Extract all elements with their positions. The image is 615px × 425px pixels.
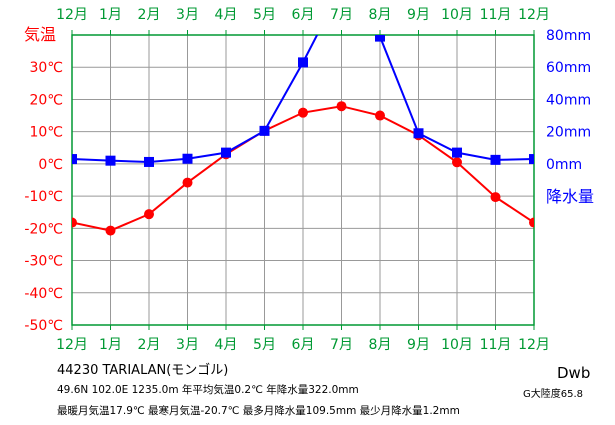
month-label-top: 12月 (518, 7, 550, 23)
continentality-index: G大陸度65.8 (523, 389, 584, 400)
month-label-bottom: 8月 (369, 337, 392, 353)
month-label-top: 3月 (176, 7, 199, 23)
temperature-point (529, 217, 534, 228)
precipitation-point (72, 154, 77, 165)
precipitation-point (375, 35, 385, 42)
precipitation-point (259, 125, 270, 136)
month-label-bottom: 11月 (480, 337, 512, 353)
grid (72, 35, 534, 325)
month-label-top: 1月 (99, 7, 122, 23)
month-label-bottom: 12月 (56, 337, 88, 353)
month-label-bottom: 1月 (99, 337, 122, 353)
temperature-point (144, 209, 154, 220)
station-id-name: 44230 TARIALAN(モンゴル) (57, 363, 229, 378)
month-labels-bottom: 12月 1月 2月 3月 4月 5月 6月 7月 8月 9月 10月 11月 12月 (56, 337, 550, 353)
month-labels-top: 12月 1月 2月 3月 4月 5月 6月 7月 8月 9月 10月 11月 12月 (56, 7, 550, 23)
temperature-point (298, 107, 308, 118)
month-label-bottom: 9月 (407, 337, 430, 353)
plot-frame (71, 30, 535, 330)
month-label-bottom: 6月 (292, 337, 315, 353)
temperature-tick-label: 20℃ (29, 92, 63, 108)
temperature-axis-title: 気温 (24, 25, 56, 44)
precipitation-tick-label: 20mm (546, 125, 591, 141)
station-coords-summary: 49.6N 102.0E 1235.0m 年平均気温0.2℃ 年降水量322.0… (57, 384, 359, 396)
month-label-bottom: 3月 (176, 337, 199, 353)
month-label-bottom: 5月 (253, 337, 276, 353)
month-label-top: 4月 (215, 7, 238, 23)
precipitation-point (144, 156, 154, 167)
temperature-tick-label: 30℃ (29, 60, 63, 76)
temperature-point (182, 177, 193, 188)
precipitation-point (298, 57, 308, 68)
month-label-top: 6月 (292, 7, 315, 23)
month-label-top: 5月 (253, 7, 276, 23)
temperature-tick-labels: 30℃ 20℃ 10℃ 0℃ -10℃ -20℃ -30℃ -40℃ -50℃ (24, 60, 63, 334)
month-label-top: 9月 (407, 7, 430, 23)
temperature-tick-label: -10℃ (24, 189, 63, 205)
precipitation-point (413, 128, 424, 139)
month-label-top: 7月 (330, 7, 353, 23)
precipitation-tick-label: 60mm (546, 60, 591, 76)
month-label-bottom: 10月 (441, 337, 473, 353)
month-label-bottom: 2月 (138, 337, 161, 353)
month-label-top: 8月 (369, 7, 392, 23)
precipitation-point (529, 154, 534, 165)
temperature-point (490, 192, 501, 203)
precipitation-tick-label: 0mm (546, 157, 582, 173)
precipitation-tick-label: 80mm (546, 28, 591, 44)
month-label-top: 12月 (56, 7, 88, 23)
temperature-tick-label: 0℃ (38, 157, 63, 173)
temperature-tick-label: -20℃ (24, 221, 63, 237)
series (72, 35, 534, 236)
temperature-point (452, 157, 462, 168)
temperature-point (336, 101, 347, 112)
temperature-tick-label: 10℃ (29, 125, 63, 141)
temperature-tick-label: -30℃ (24, 254, 63, 270)
precipitation-point (490, 154, 501, 165)
precipitation-point (452, 147, 462, 158)
temperature-tick-label: -50℃ (24, 318, 63, 334)
month-label-top: 10月 (441, 7, 473, 23)
station-extremes-summary: 最暖月気温17.9℃ 最寒月気温-20.7℃ 最多月降水量109.5mm 最少月… (57, 405, 460, 417)
precipitation-tick-label: 40mm (546, 92, 591, 108)
month-label-top: 11月 (480, 7, 512, 23)
precipitation-point (182, 153, 193, 164)
precipitation-axis-title: 降水量 (546, 187, 594, 206)
temperature-point (375, 110, 385, 121)
month-label-bottom: 7月 (330, 337, 353, 353)
month-label-bottom: 4月 (215, 337, 238, 353)
precipitation-tick-labels: 80mm 60mm 40mm 20mm 0mm (546, 28, 591, 173)
temperature-tick-label: -40℃ (24, 286, 63, 302)
precipitation-point (221, 147, 231, 158)
temperature-point (72, 217, 77, 228)
month-label-top: 2月 (138, 7, 161, 23)
temperature-point (105, 225, 116, 236)
climate-code: Dwb (557, 364, 591, 382)
precipitation-point (105, 155, 116, 166)
month-label-bottom: 12月 (518, 337, 550, 353)
